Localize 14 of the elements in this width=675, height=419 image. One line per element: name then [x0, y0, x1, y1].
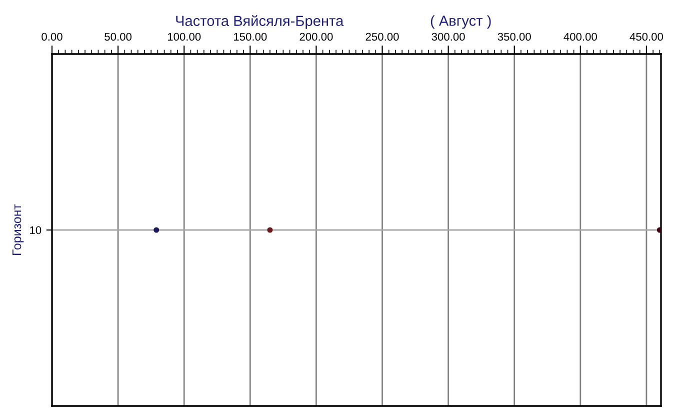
y-axis-title: Горизонт	[12, 204, 24, 255]
x-tick-label: 100.00	[168, 32, 201, 41]
x-tick-label: 400.00	[564, 32, 597, 41]
y-tick-label: 10	[30, 226, 42, 234]
x-tick-label: 200.00	[300, 32, 333, 41]
x-tick-label: 350.00	[498, 32, 531, 41]
x-tick-label: 250.00	[366, 32, 399, 41]
chart-subtitle: ( Август )	[430, 15, 491, 29]
x-tick-label: 300.00	[432, 32, 465, 41]
x-tick-label: 450.00	[630, 32, 664, 41]
x-tick-label: 0.00	[42, 32, 62, 41]
x-tick-label: 50.00	[104, 32, 132, 41]
chart-title: Частота Вяйсяля-Брента	[176, 15, 344, 29]
x-tick-label: 150.00	[234, 32, 267, 41]
